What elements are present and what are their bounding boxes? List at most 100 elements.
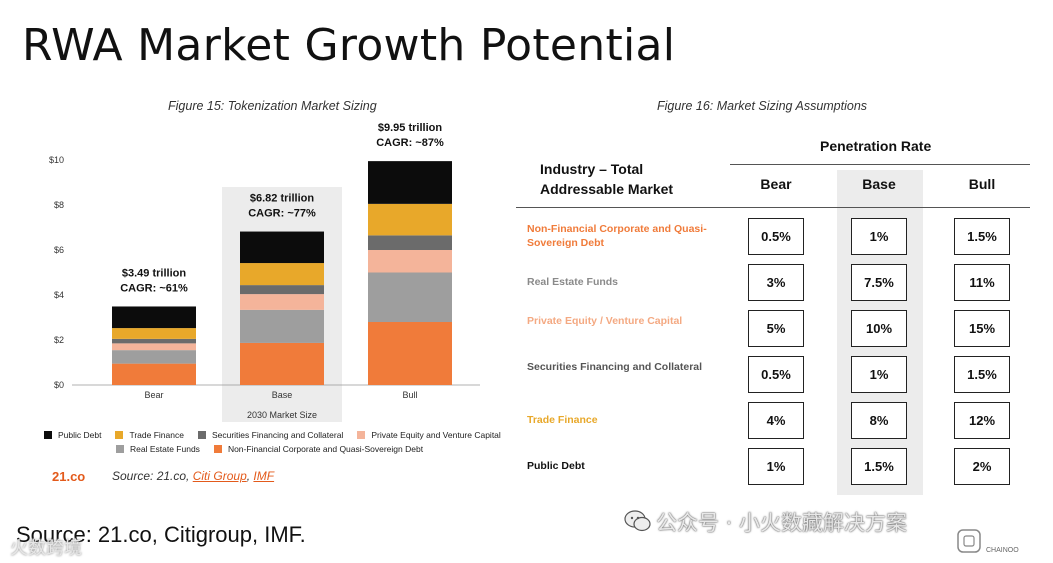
- bar-segment: [112, 306, 196, 329]
- legend-item: Non-Financial Corporate and Quasi-Sovere…: [213, 444, 424, 454]
- legend-item: Trade Finance: [115, 430, 184, 440]
- bar-segment: [368, 203, 452, 236]
- legend-label: Private Equity and Venture Capital: [371, 430, 501, 440]
- table-cell: 1.5%: [954, 356, 1010, 393]
- y-tick-label: $0: [54, 380, 64, 390]
- imf-link[interactable]: IMF: [253, 469, 275, 483]
- bar-segment: [112, 338, 196, 344]
- bar-segment: [112, 350, 196, 364]
- bar-segment: [368, 161, 452, 204]
- legend-item: Real Estate Funds: [116, 444, 200, 454]
- table-cell: 11%: [954, 264, 1010, 301]
- legend-row: Real Estate Funds Non-Financial Corporate…: [44, 444, 514, 454]
- table-cell: 4%: [748, 402, 804, 439]
- table-cell: 1%: [851, 356, 907, 393]
- x-category-label: Bear: [144, 390, 163, 400]
- y-tick-label: $2: [54, 335, 64, 345]
- highlight-label: 2030 Market Size: [247, 410, 317, 420]
- table-cell: 0.5%: [748, 218, 804, 255]
- figure-16-caption: Figure 16: Market Sizing Assumptions: [657, 99, 868, 113]
- table-row-label: Securities Financing and Collateral: [527, 361, 703, 373]
- table-row-label: Private Equity / Venture Capital: [527, 315, 683, 327]
- legend-label: Real Estate Funds: [130, 444, 200, 454]
- bar-segment: [112, 343, 196, 351]
- watermark-text: 公众号 · 小火数藏解决方案: [656, 511, 908, 535]
- x-category-label: Base: [272, 390, 293, 400]
- legend-item: Public Debt: [44, 430, 101, 440]
- chainoo-logo: CHAINOO: [957, 529, 1019, 554]
- header-divider: [730, 164, 1030, 165]
- figure-source: Source: 21.co, Citi Group, IMF: [112, 469, 274, 483]
- total-value-label: $9.95 trillion: [378, 122, 442, 134]
- legend-label: Public Debt: [58, 430, 102, 440]
- table-cell: 10%: [851, 310, 907, 347]
- legend-item: Securities Financing and Collateral: [197, 430, 344, 440]
- legend-label: Securities Financing and Collateral: [211, 430, 344, 440]
- column-header-base: Base: [862, 176, 896, 192]
- table-cell: 0.5%: [748, 356, 804, 393]
- table-header-divider: [516, 207, 1030, 208]
- bar-segment: [240, 285, 324, 295]
- y-tick-label: $4: [54, 290, 64, 300]
- table-cell: 15%: [954, 310, 1010, 347]
- column-header-bear: Bear: [760, 176, 792, 192]
- chart-legend: Public Debt Trade Finance Securities Finan…: [44, 430, 514, 458]
- y-tick-label: $6: [54, 245, 64, 255]
- bar-segment: [368, 235, 452, 250]
- table-cell: 8%: [851, 402, 907, 439]
- table-cell: 2%: [954, 448, 1010, 485]
- table-cell: 5%: [748, 310, 804, 347]
- bar-segment: [368, 250, 452, 273]
- table-cell: 7.5%: [851, 264, 907, 301]
- legend-swatch: [197, 431, 206, 439]
- legend-swatch: [44, 431, 52, 439]
- table-row-label: Trade Finance: [527, 414, 598, 426]
- table-row-label: Real Estate Funds: [527, 276, 619, 288]
- cagr-label: CAGR: ~61%: [120, 282, 188, 294]
- brand-logo: 21.co: [52, 469, 86, 484]
- watermark-left: 火数跨境: [10, 538, 82, 559]
- total-value-label: $6.82 trillion: [250, 193, 314, 205]
- table-cell: 1.5%: [851, 448, 907, 485]
- cagr-label: CAGR: ~87%: [376, 137, 444, 149]
- source-separator: ,: [246, 469, 254, 483]
- table-cell: 3%: [748, 264, 804, 301]
- page-title: RWA Market Growth Potential: [22, 20, 676, 71]
- legend-swatch: [115, 431, 124, 439]
- wechat-icon: [624, 510, 651, 532]
- legend-label: Non-Financial Corporate and Quasi-Sovere…: [227, 444, 424, 454]
- citi-group-link[interactable]: Citi Group: [192, 469, 247, 483]
- chainoo-text: CHAINOO: [986, 547, 1019, 554]
- penetration-rate-header: Penetration Rate: [820, 138, 932, 154]
- legend-item: Private Equity and Venture Capital: [357, 430, 501, 440]
- bar-segment: [112, 363, 196, 385]
- legend-swatch: [357, 431, 366, 439]
- bar-segment: [368, 322, 452, 385]
- tokenization-stacked-bar-chart: 2030 Market Size $0 $2 $4 $6 $8 $10 Bear $3.49…: [49, 122, 480, 422]
- legend-row: Public Debt Trade Finance Securities Finan…: [44, 430, 514, 440]
- total-value-label: $3.49 trillion: [122, 267, 186, 279]
- slide-source: Source: 21.co, Citigroup, IMF.: [16, 522, 306, 547]
- table-row-label: Non-Financial Corporate and Quasi-Sovere…: [527, 223, 707, 249]
- legend-swatch: [213, 445, 222, 453]
- table-cell: 1%: [851, 218, 907, 255]
- bar-segment: [368, 272, 452, 322]
- x-category-label: Bull: [402, 390, 417, 400]
- y-tick-label: $10: [49, 155, 64, 165]
- table-cell: 1%: [748, 448, 804, 485]
- industry-header: Industry – Total Addressable Market: [540, 161, 674, 197]
- figure-15-caption: Figure 15: Tokenization Market Sizing: [168, 99, 377, 113]
- source-prefix: Source: 21.co,: [112, 469, 193, 483]
- bar-segment: [240, 309, 324, 343]
- y-tick-label: $8: [54, 200, 64, 210]
- table-row-label: Public Debt: [527, 460, 585, 472]
- bar-segment: [240, 263, 324, 286]
- bar-segment: [112, 328, 196, 339]
- bar-segment: [240, 294, 324, 310]
- cagr-label: CAGR: ~77%: [248, 208, 316, 220]
- column-header-bull: Bull: [968, 176, 996, 192]
- table-cell: 1.5%: [954, 218, 1010, 255]
- legend-label: Trade Finance: [129, 430, 184, 440]
- table-cell: 12%: [954, 402, 1010, 439]
- legend-swatch: [116, 445, 124, 453]
